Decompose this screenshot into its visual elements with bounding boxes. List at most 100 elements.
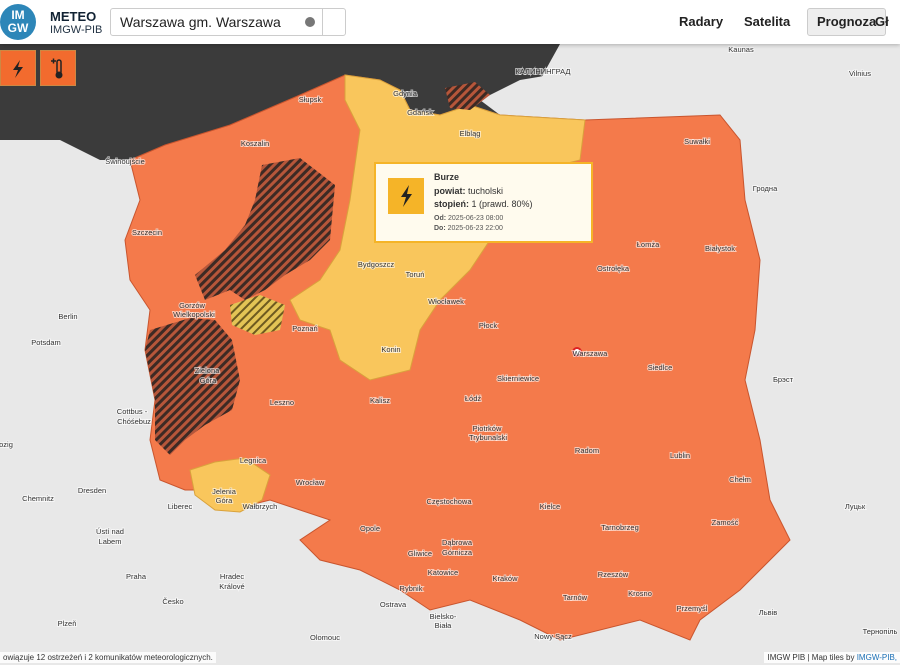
map-label: Labem	[99, 537, 122, 546]
warning-hatched	[145, 318, 240, 455]
map-label: Rzeszów	[598, 570, 629, 579]
sea	[0, 44, 560, 160]
map-label: Katowice	[428, 568, 458, 577]
map-label: Biała	[435, 621, 453, 630]
map-label: Dresden	[78, 486, 106, 495]
map-label: Białystok	[705, 244, 735, 253]
map-label: Луцьк	[845, 502, 866, 511]
map-label: Česko	[162, 597, 183, 606]
map-label: Gorzów	[179, 301, 205, 310]
icon	[51, 58, 63, 79]
map-label: Gdańsk	[407, 108, 433, 117]
warning-hatched	[445, 82, 490, 110]
popup-title: Burze	[434, 172, 460, 182]
locate-button[interactable]	[322, 9, 345, 35]
map-label: Tarnobrzeg	[601, 523, 639, 532]
location-marker	[572, 347, 582, 357]
map-label: Гродна	[753, 184, 778, 193]
map-label: Plzeň	[58, 619, 77, 628]
map-label: Warszawa	[573, 349, 609, 358]
map-label: Chóśebuz	[117, 417, 151, 426]
map-label: Słupsk	[299, 95, 322, 104]
clear-button[interactable]	[305, 17, 315, 27]
map-label: Nowy Sącz	[534, 632, 572, 641]
map-label: Toruń	[406, 270, 425, 279]
map-label: Kalisz	[370, 396, 390, 405]
icon	[401, 185, 412, 207]
logo-badge-text: IM	[11, 8, 25, 22]
map-label: Chełm	[729, 475, 751, 484]
credit-link[interactable]: IMGW-PIB,	[856, 653, 897, 662]
logo-badge-text: GW	[7, 21, 29, 35]
warning-popup: Burze powiat: tucholski stopień: 1 (praw…	[374, 162, 593, 243]
map-label: Piotrków	[473, 424, 502, 433]
map-label: Wałbrzych	[243, 502, 278, 511]
map-label: Tarnów	[563, 593, 588, 602]
map-label: Ostrava	[380, 600, 407, 609]
map-label: Zielona	[195, 366, 220, 375]
map-label: Górnicza	[442, 548, 473, 557]
map-label: Częstochowa	[426, 497, 472, 506]
credit-text: IMGW PIB | Map tiles by	[767, 653, 855, 662]
map-label: Berlin	[58, 312, 77, 321]
map-label: Płock	[479, 321, 498, 330]
map-label: Góra	[216, 496, 234, 505]
footer: owiązuje 12 ostrzeżeń i 2 komunikatów me…	[0, 652, 900, 665]
popup-row: Do: 2025-06-23 22:00	[434, 225, 503, 232]
map-label: КАЛИНИНГРАД	[516, 67, 571, 76]
popup-row: stopień: 1 (prawd. 80%)	[434, 199, 533, 209]
heat-layer-button[interactable]	[40, 50, 76, 86]
label: powiat:	[434, 186, 466, 196]
logo-badge: IM GW	[0, 4, 36, 40]
map-label: Bydgoszcz	[358, 260, 395, 269]
map-label: Skierniewice	[497, 374, 539, 383]
map-label: Zamość	[712, 518, 739, 527]
nav-item[interactable]: Gł	[875, 14, 889, 29]
map-label: Suwałki	[684, 137, 710, 146]
credit: IMGW PIB | Map tiles by IMGW-PIB,	[764, 652, 900, 663]
map-label: Chemnitz	[22, 494, 54, 503]
popup-row: Od: 2025-06-23 08:00	[434, 215, 503, 222]
map-label: Cottbus -	[117, 407, 148, 416]
map-label: Bielsko-	[430, 612, 457, 621]
map-label: Jelenia	[212, 487, 237, 496]
nav-item[interactable]: Satelita	[744, 14, 791, 29]
map-label: Kielce	[540, 502, 560, 511]
label: Do:	[434, 225, 446, 232]
map-label: Elbląg	[460, 129, 481, 138]
map-label: Legnica	[240, 456, 267, 465]
search-text: Warszawa gm. Warszawa	[120, 14, 281, 30]
map-label: Łódź	[465, 394, 482, 403]
map-label: Rybnik	[400, 584, 423, 593]
warning-yellow	[189, 457, 271, 513]
map-label: Kraków	[492, 574, 518, 583]
map-label: Koszalin	[241, 139, 269, 148]
value: tucholski	[468, 186, 504, 196]
map-label: Vilnius	[849, 69, 871, 78]
map-label: Krosno	[628, 589, 652, 598]
map-label: Leszno	[270, 398, 294, 407]
map-label: Ústí nad	[96, 527, 124, 536]
nav-item[interactable]: Prognoza	[807, 8, 887, 36]
search-box[interactable]: Warszawa gm. Warszawa	[110, 8, 346, 36]
map-label: Góra	[200, 376, 218, 385]
map-label: Gdynia	[393, 89, 418, 98]
map-label: ozig	[0, 440, 13, 449]
map-label: Львів	[759, 608, 777, 617]
storm-layer-button[interactable]	[0, 50, 36, 86]
label: stopień:	[434, 199, 469, 209]
map-label: Брэст	[773, 375, 794, 384]
icon	[13, 60, 23, 78]
map-label: Ostrołęka	[597, 264, 630, 273]
value: 1 (prawd. 80%)	[471, 199, 533, 209]
map-label: Dąbrowa	[442, 538, 473, 547]
map-label: Łomża	[637, 240, 660, 249]
nav-item[interactable]: Radary	[679, 14, 724, 29]
storm-icon	[388, 178, 424, 214]
value: 2025-06-23 08:00	[448, 215, 504, 222]
warning-hatched	[195, 158, 335, 300]
map-label: Wielkopolski	[173, 310, 215, 319]
